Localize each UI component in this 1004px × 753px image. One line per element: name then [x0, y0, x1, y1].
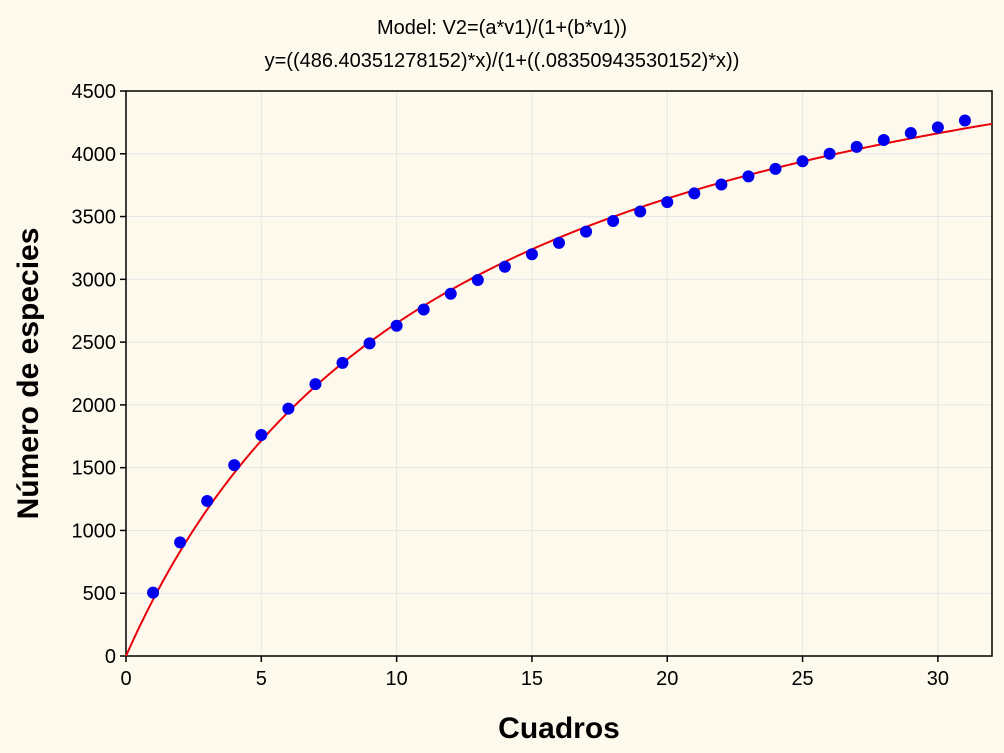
data-point [661, 196, 674, 209]
data-point [634, 205, 647, 218]
data-point [201, 494, 214, 507]
data-point [174, 536, 187, 549]
data-point [607, 214, 620, 227]
data-point [444, 287, 457, 300]
x-axis-label: Cuadros [498, 712, 620, 745]
data-point [309, 378, 322, 391]
data-point [796, 155, 809, 168]
data-point [255, 429, 268, 442]
y-axis-label: Número de especies [12, 228, 45, 520]
data-point [282, 402, 295, 415]
x-tick-label: 20 [656, 668, 678, 690]
plot-frame [125, 90, 993, 657]
data-point [147, 586, 160, 599]
x-tick-label: 0 [120, 668, 131, 690]
y-tick-label: 0 [105, 646, 116, 668]
y-tick-label: 1000 [72, 520, 117, 542]
x-tick-label: 30 [927, 668, 949, 690]
chart-title: Model: V2=(a*v1)/(1+(b*v1)) [377, 17, 627, 39]
x-tick-label: 15 [521, 668, 543, 690]
data-point [742, 170, 755, 183]
data-point [823, 147, 836, 160]
data-point [580, 225, 593, 238]
data-point [958, 114, 971, 127]
chart-subtitle: y=((486.40351278152)*x)/(1+((.0835094353… [265, 50, 740, 72]
data-points [147, 114, 971, 599]
data-point [417, 303, 430, 316]
data-point [688, 187, 701, 200]
data-point [498, 260, 511, 273]
y-tick-label: 500 [83, 583, 116, 605]
y-tick-label: 4500 [72, 81, 117, 103]
axis-ticks: 0 5 10 15 20 25 30 0 500 1000 1500 2000 2500 3000 3500… [72, 81, 950, 690]
y-tick-label: 3500 [72, 207, 117, 229]
data-point [931, 121, 944, 134]
x-tick-label: 25 [791, 668, 813, 690]
data-point [715, 178, 728, 191]
y-tick-label: 2500 [72, 332, 117, 354]
y-tick-label: 3000 [72, 269, 117, 291]
grid-lines [126, 91, 992, 656]
data-point [553, 236, 565, 249]
data-point [877, 133, 890, 146]
data-point [769, 162, 782, 175]
data-point [471, 273, 484, 286]
y-tick-label: 1500 [72, 458, 117, 480]
fit-curve-line [125, 122, 993, 657]
x-tick-label: 5 [256, 668, 267, 690]
y-tick-label: 2000 [72, 395, 117, 417]
data-point [228, 459, 241, 472]
data-point [904, 127, 917, 140]
data-point [363, 337, 376, 350]
y-tick-label: 4000 [72, 144, 117, 166]
data-point [525, 248, 538, 261]
x-tick-label: 10 [386, 668, 408, 690]
data-point [336, 356, 349, 369]
data-point [850, 140, 863, 153]
data-point [390, 319, 403, 332]
